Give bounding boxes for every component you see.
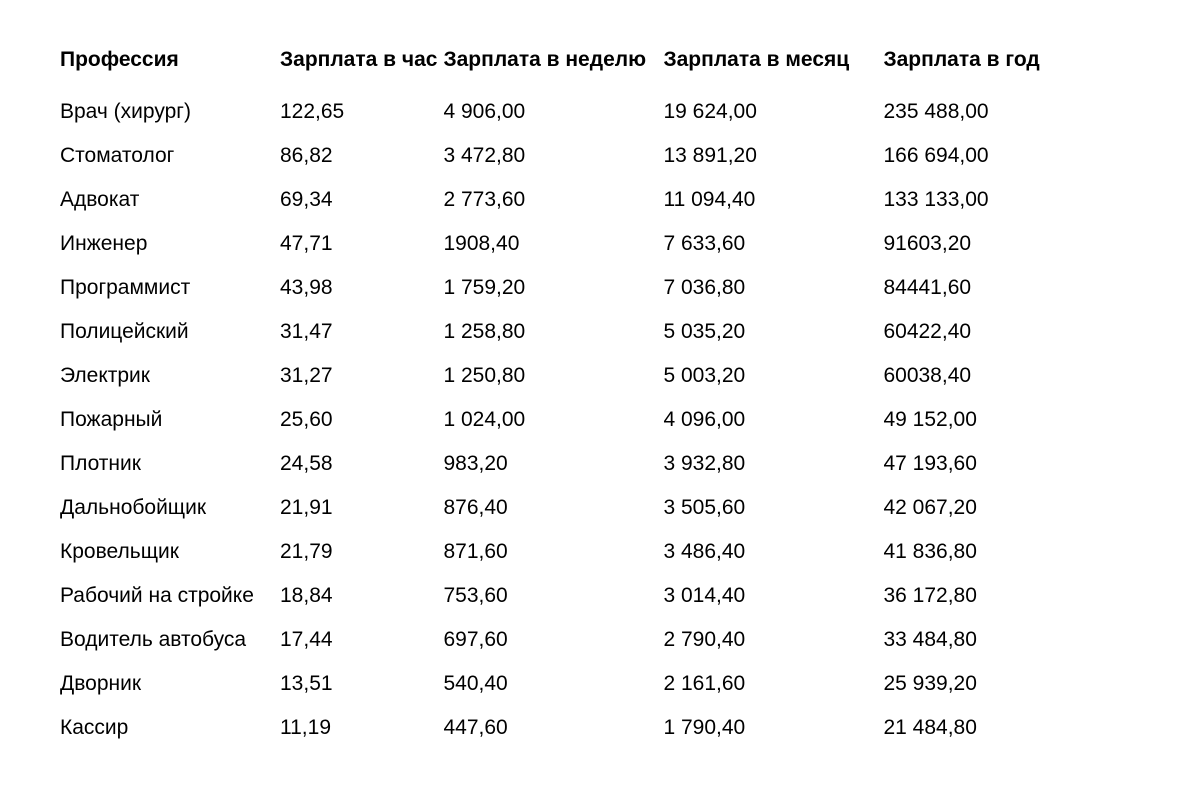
cell-weekly: 983,20 xyxy=(443,442,663,486)
cell-hourly: 69,34 xyxy=(280,178,443,222)
cell-weekly: 2 773,60 xyxy=(443,178,663,222)
cell-monthly: 7 036,80 xyxy=(663,266,883,310)
cell-weekly: 1 250,80 xyxy=(443,354,663,398)
cell-yearly: 21 484,80 xyxy=(883,706,1140,750)
table-header-row: Профессия Зарплата в час Зарплата в неде… xyxy=(60,40,1140,90)
cell-monthly: 3 486,40 xyxy=(663,530,883,574)
header-hourly: Зарплата в час xyxy=(280,40,443,90)
cell-hourly: 31,27 xyxy=(280,354,443,398)
table-row: Кровельщик 21,79 871,60 3 486,40 41 836,… xyxy=(60,530,1140,574)
table-row: Адвокат 69,34 2 773,60 11 094,40 133 133… xyxy=(60,178,1140,222)
table-row: Стоматолог 86,82 3 472,80 13 891,20 166 … xyxy=(60,134,1140,178)
header-profession: Профессия xyxy=(60,40,280,90)
cell-profession: Кровельщик xyxy=(60,530,280,574)
cell-hourly: 31,47 xyxy=(280,310,443,354)
cell-profession: Водитель автобуса xyxy=(60,618,280,662)
table-row: Инженер 47,71 1908,40 7 633,60 91603,20 xyxy=(60,222,1140,266)
cell-hourly: 11,19 xyxy=(280,706,443,750)
cell-yearly: 49 152,00 xyxy=(883,398,1140,442)
cell-hourly: 47,71 xyxy=(280,222,443,266)
cell-monthly: 3 505,60 xyxy=(663,486,883,530)
cell-profession: Пожарный xyxy=(60,398,280,442)
cell-weekly: 1 024,00 xyxy=(443,398,663,442)
cell-hourly: 24,58 xyxy=(280,442,443,486)
cell-weekly: 753,60 xyxy=(443,574,663,618)
cell-yearly: 42 067,20 xyxy=(883,486,1140,530)
table-row: Рабочий на стройке 18,84 753,60 3 014,40… xyxy=(60,574,1140,618)
cell-yearly: 60038,40 xyxy=(883,354,1140,398)
table-row: Врач (хирург) 122,65 4 906,00 19 624,00 … xyxy=(60,90,1140,134)
cell-hourly: 21,91 xyxy=(280,486,443,530)
header-yearly: Зарплата в год xyxy=(883,40,1140,90)
cell-yearly: 133 133,00 xyxy=(883,178,1140,222)
cell-hourly: 17,44 xyxy=(280,618,443,662)
cell-monthly: 3 932,80 xyxy=(663,442,883,486)
cell-yearly: 33 484,80 xyxy=(883,618,1140,662)
cell-profession: Инженер xyxy=(60,222,280,266)
cell-monthly: 1 790,40 xyxy=(663,706,883,750)
table-row: Кассир 11,19 447,60 1 790,40 21 484,80 xyxy=(60,706,1140,750)
cell-monthly: 11 094,40 xyxy=(663,178,883,222)
cell-monthly: 5 003,20 xyxy=(663,354,883,398)
cell-weekly: 1908,40 xyxy=(443,222,663,266)
cell-monthly: 3 014,40 xyxy=(663,574,883,618)
cell-profession: Дворник xyxy=(60,662,280,706)
cell-weekly: 3 472,80 xyxy=(443,134,663,178)
cell-weekly: 4 906,00 xyxy=(443,90,663,134)
cell-monthly: 5 035,20 xyxy=(663,310,883,354)
table-row: Дворник 13,51 540,40 2 161,60 25 939,20 xyxy=(60,662,1140,706)
cell-weekly: 871,60 xyxy=(443,530,663,574)
cell-hourly: 25,60 xyxy=(280,398,443,442)
cell-profession: Кассир xyxy=(60,706,280,750)
table-body: Врач (хирург) 122,65 4 906,00 19 624,00 … xyxy=(60,90,1140,750)
cell-monthly: 2 161,60 xyxy=(663,662,883,706)
cell-monthly: 19 624,00 xyxy=(663,90,883,134)
salary-table: Профессия Зарплата в час Зарплата в неде… xyxy=(60,40,1140,750)
cell-weekly: 540,40 xyxy=(443,662,663,706)
cell-profession: Адвокат xyxy=(60,178,280,222)
cell-yearly: 166 694,00 xyxy=(883,134,1140,178)
cell-hourly: 13,51 xyxy=(280,662,443,706)
header-monthly: Зарплата в месяц xyxy=(663,40,883,90)
cell-profession: Электрик xyxy=(60,354,280,398)
cell-profession: Программист xyxy=(60,266,280,310)
table-row: Пожарный 25,60 1 024,00 4 096,00 49 152,… xyxy=(60,398,1140,442)
cell-yearly: 47 193,60 xyxy=(883,442,1140,486)
cell-weekly: 876,40 xyxy=(443,486,663,530)
cell-monthly: 2 790,40 xyxy=(663,618,883,662)
cell-monthly: 13 891,20 xyxy=(663,134,883,178)
cell-yearly: 41 836,80 xyxy=(883,530,1140,574)
cell-weekly: 447,60 xyxy=(443,706,663,750)
cell-weekly: 1 258,80 xyxy=(443,310,663,354)
cell-weekly: 1 759,20 xyxy=(443,266,663,310)
cell-hourly: 122,65 xyxy=(280,90,443,134)
header-weekly: Зарплата в неделю xyxy=(443,40,663,90)
table-row: Водитель автобуса 17,44 697,60 2 790,40 … xyxy=(60,618,1140,662)
cell-profession: Полицейский xyxy=(60,310,280,354)
cell-monthly: 7 633,60 xyxy=(663,222,883,266)
cell-monthly: 4 096,00 xyxy=(663,398,883,442)
table-row: Электрик 31,27 1 250,80 5 003,20 60038,4… xyxy=(60,354,1140,398)
table-row: Полицейский 31,47 1 258,80 5 035,20 6042… xyxy=(60,310,1140,354)
cell-hourly: 86,82 xyxy=(280,134,443,178)
cell-hourly: 21,79 xyxy=(280,530,443,574)
cell-hourly: 43,98 xyxy=(280,266,443,310)
table-row: Дальнобойщик 21,91 876,40 3 505,60 42 06… xyxy=(60,486,1140,530)
table-row: Программист 43,98 1 759,20 7 036,80 8444… xyxy=(60,266,1140,310)
cell-yearly: 36 172,80 xyxy=(883,574,1140,618)
cell-yearly: 60422,40 xyxy=(883,310,1140,354)
cell-profession: Врач (хирург) xyxy=(60,90,280,134)
cell-weekly: 697,60 xyxy=(443,618,663,662)
table-row: Плотник 24,58 983,20 3 932,80 47 193,60 xyxy=(60,442,1140,486)
cell-profession: Стоматолог xyxy=(60,134,280,178)
cell-yearly: 91603,20 xyxy=(883,222,1140,266)
cell-yearly: 84441,60 xyxy=(883,266,1140,310)
cell-yearly: 235 488,00 xyxy=(883,90,1140,134)
cell-profession: Рабочий на стройке xyxy=(60,574,280,618)
cell-hourly: 18,84 xyxy=(280,574,443,618)
cell-profession: Дальнобойщик xyxy=(60,486,280,530)
cell-profession: Плотник xyxy=(60,442,280,486)
cell-yearly: 25 939,20 xyxy=(883,662,1140,706)
